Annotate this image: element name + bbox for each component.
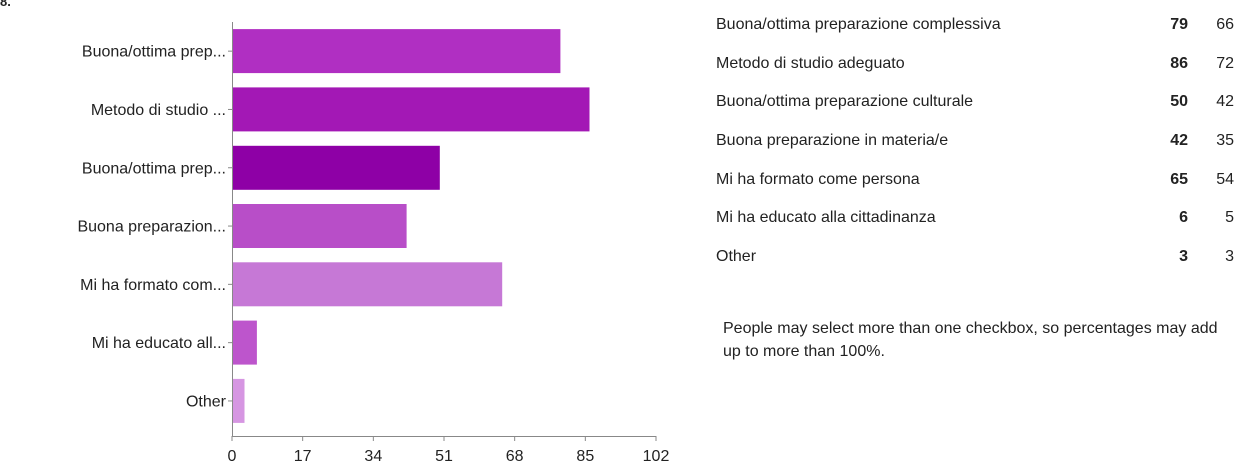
category-label: Buona/ottima prep... bbox=[82, 44, 226, 61]
summary-row: Buona/ottima preparazione culturale 50 4… bbox=[716, 83, 1234, 122]
summary-row: Mi ha formato come persona 65 54 bbox=[716, 160, 1234, 199]
summary-percent: 3 bbox=[1225, 247, 1234, 265]
category-label: Buona/ottima prep... bbox=[82, 160, 226, 177]
summary-percent: 72 bbox=[1216, 54, 1234, 72]
x-tick-label: 34 bbox=[364, 448, 382, 465]
summary-label: Mi ha educato alla cittadinanza bbox=[716, 209, 936, 227]
summary-percent: 66 bbox=[1216, 16, 1234, 34]
summary-label: Buona preparazione in materia/e bbox=[716, 132, 949, 150]
bar bbox=[232, 320, 257, 365]
bar bbox=[232, 29, 561, 74]
bar bbox=[232, 262, 503, 307]
summary-label: Buona/ottima preparazione complessiva bbox=[716, 16, 1001, 34]
summary-count: 6 bbox=[1179, 209, 1188, 227]
bar-chart: Buona/ottima prep... Metodo di studio ...… bbox=[77, 22, 670, 465]
summary-count: 79 bbox=[1170, 16, 1188, 34]
category-labels: Buona/ottima prep... Metodo di studio ...… bbox=[77, 44, 226, 411]
summary-count: 86 bbox=[1170, 54, 1188, 72]
summary-percent: 54 bbox=[1216, 170, 1234, 188]
category-label: Metodo di studio ... bbox=[91, 102, 226, 119]
summary-count: 3 bbox=[1179, 247, 1188, 265]
summary-label: Other bbox=[716, 247, 757, 265]
summary-row: Metodo di studio adeguato 86 72 bbox=[716, 45, 1234, 84]
question-number: 8. bbox=[0, 0, 10, 6]
summary-label: Metodo di studio adeguato bbox=[716, 54, 905, 72]
x-tick-label: 85 bbox=[576, 448, 594, 465]
x-tick-label: 17 bbox=[294, 448, 312, 465]
x-tick-labels: 0 17 34 51 68 85 102 bbox=[228, 448, 670, 465]
summary-count: 65 bbox=[1170, 170, 1188, 188]
summary-count: 42 bbox=[1170, 132, 1188, 150]
summary-percent: 35 bbox=[1216, 132, 1234, 150]
summary-row: Other 3 3 bbox=[716, 238, 1234, 277]
bar bbox=[232, 87, 590, 132]
bar bbox=[232, 378, 245, 423]
summary-row: Buona/ottima preparazione complessiva 79… bbox=[716, 6, 1234, 45]
summary-label: Buona/ottima preparazione culturale bbox=[716, 93, 974, 111]
footnote: People may select more than one checkbox… bbox=[723, 320, 1218, 360]
summary-row: Mi ha educato alla cittadinanza 6 5 bbox=[716, 199, 1234, 238]
category-label: Buona preparazion... bbox=[77, 219, 226, 236]
summary-count: 50 bbox=[1170, 93, 1188, 111]
x-tick-label: 68 bbox=[506, 448, 524, 465]
axes-group bbox=[228, 22, 657, 441]
x-tick-label: 0 bbox=[228, 448, 237, 465]
bar bbox=[232, 145, 440, 190]
bars-group bbox=[232, 29, 590, 423]
summary-percent: 5 bbox=[1225, 209, 1234, 227]
summary-percent: 42 bbox=[1216, 93, 1234, 111]
bar bbox=[232, 204, 407, 248]
category-label: Mi ha formato com... bbox=[80, 277, 226, 294]
summary-row: Buona preparazione in materia/e 42 35 bbox=[716, 122, 1234, 161]
summary-label: Mi ha formato come persona bbox=[716, 170, 920, 188]
category-label: Mi ha educato all... bbox=[92, 335, 226, 352]
category-label: Other bbox=[186, 393, 227, 410]
summary-table: Buona/ottima preparazione complessiva 79… bbox=[716, 6, 1234, 276]
x-tick-label: 102 bbox=[643, 448, 670, 465]
x-tick-label: 51 bbox=[435, 448, 453, 465]
